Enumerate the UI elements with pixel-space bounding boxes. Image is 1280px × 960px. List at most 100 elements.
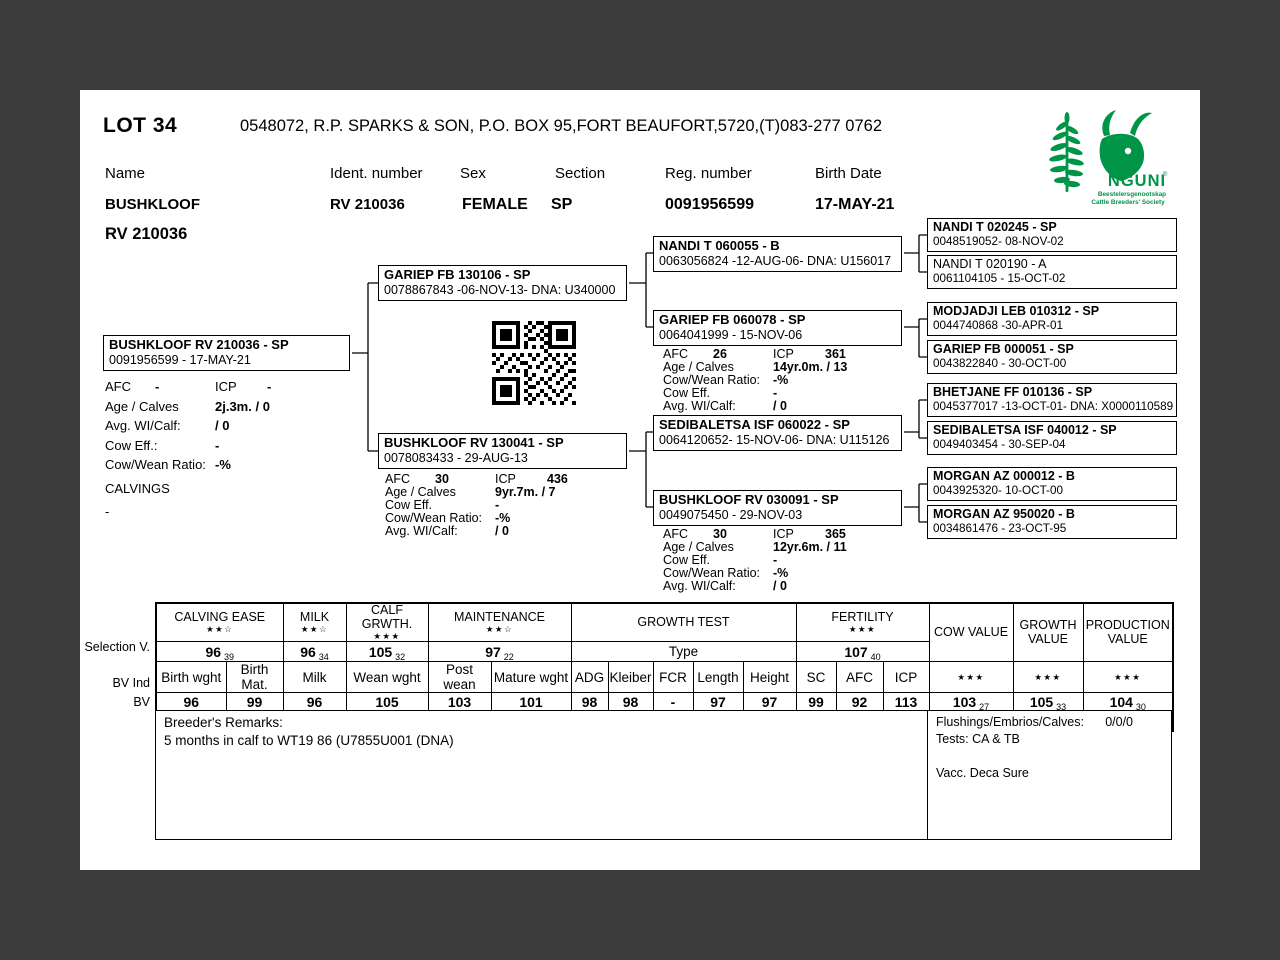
stars-calving-ease: ★★☆ [206, 624, 234, 635]
col-mature-wght: Mature wght [490, 661, 572, 693]
group-calf-growth: CALF GRWTH. ★★★ [345, 602, 429, 642]
production-value-index: 104 30 [1082, 692, 1174, 712]
stars-cow-value: ★★★ [928, 661, 1014, 693]
col-height: Height [742, 661, 797, 693]
stars-milk: ★★☆ [300, 624, 329, 635]
group-maintenance: MAINTENANCE ★★☆ [427, 602, 572, 642]
ident-number: RV 210036 [330, 196, 405, 213]
growth-value-index: 105 33 [1012, 692, 1084, 712]
section-value: SP [551, 196, 573, 213]
ggp-box-4: GARIEP FB 000051 - SP 0043822840 - 30-OC… [927, 340, 1177, 374]
col-afc: AFC [835, 661, 884, 693]
sire-title: GARIEP FB 130106 - SP [384, 267, 531, 282]
selection-milk: 96 34 [282, 641, 347, 662]
nguni-society-logo: NGUNI ® Beestelersgenootskap Cattle Bree… [1049, 110, 1168, 206]
col-adg: ADG [570, 661, 609, 693]
selection-value-row: 96 39 96 34 105 32 97 22 Type 107 40 [155, 641, 1173, 662]
vaccination-line: Vacc. Deca Sure [936, 766, 1029, 780]
stars-growth-value: ★★★ [1012, 661, 1084, 693]
birth-date: 17-MAY-21 [815, 196, 895, 213]
cow-horn-left [1102, 110, 1116, 136]
dam-box: BUSHKLOOF RV 130041 - SP 0078083433 - 29… [378, 433, 627, 469]
logo-name: NGUNI [1108, 172, 1166, 190]
group-header-row: CALVING EASE ★★☆ MILK ★★☆ CALF GRWTH. ★★★ M… [155, 602, 1174, 662]
pedigree-connectors [352, 234, 927, 523]
flushings-row: Flushings/Embrios/Calves: 0/0/0 [936, 714, 1163, 731]
breeders-remarks-box: Breeder's Remarks: 5 months in calf to W… [155, 710, 928, 840]
granddam-paternal-stats: AFC 26 ICP 361 Age / Calves 14yr.0m. / 13 Co… [663, 347, 848, 413]
col-sc: SC [795, 661, 837, 693]
ggp-box-2: NANDI T 020190 - A 0061104105 - 15-OCT-0… [927, 255, 1177, 289]
animal-name-line2: RV 210036 [105, 225, 188, 243]
logo-artwork: NGUNI ® Beestelersgenootskap Cattle Bree… [1049, 110, 1168, 206]
animal-box-sub: 0091956599 - 17-MAY-21 [109, 353, 251, 367]
selection-fertility: 107 40 [795, 641, 930, 662]
ggp-box-1: NANDI T 020245 - SP 0048519052- 08-NOV-0… [927, 218, 1177, 252]
selection-type: Type [570, 641, 797, 662]
ggp-box-6: SEDIBALETSA ISF 040012 - SP 0049403454 -… [927, 421, 1177, 455]
ggp-box-8: MORGAN AZ 950020 - B 0034861476 - 23-OCT… [927, 505, 1177, 539]
label-birth: Birth Date [815, 165, 882, 182]
label-name: Name [105, 165, 146, 182]
animal-box: BUSHKLOOF RV 210036 - SP 0091956599 - 17… [103, 335, 350, 371]
sire-sub: 0078867843 -06-NOV-13- DNA: U340000 [384, 283, 616, 297]
col-birth-mat: Birth Mat. [225, 661, 284, 693]
stars-calf-growth: ★★★ [373, 631, 401, 641]
dam-sub: 0078083433 - 29-AUG-13 [384, 451, 528, 465]
col-birth-wght: Birth wght [155, 661, 227, 693]
label-sex: Sex [460, 165, 486, 182]
flushings-label: Flushings/Embrios/Calves: [936, 715, 1084, 729]
col-fcr: FCR [652, 661, 694, 693]
animal-name: BUSHKLOOF [105, 196, 200, 213]
breeder-info-line: 0548072, R.P. SPARKS & SON, P.O. BOX 95,… [240, 117, 882, 135]
selection-calf-growth: 105 32 [345, 641, 429, 662]
info-box: Flushings/Embrios/Calves: 0/0/0 Tests: C… [927, 710, 1172, 840]
grandsire-paternal-box: NANDI T 060055 - B 0063056824 -12-AUG-06… [653, 236, 902, 272]
selection-calving-ease: 96 39 [155, 641, 284, 662]
cow-horn-right [1130, 112, 1152, 136]
qr-code [492, 321, 576, 405]
group-milk: MILK ★★☆ [282, 602, 347, 642]
flushings-value: 0/0/0 [1105, 715, 1133, 729]
label-ident: Ident. number [330, 165, 423, 182]
grandsire-maternal-box: SEDIBALETSA ISF 060022 - SP 0064120652- … [653, 415, 902, 451]
ggp-box-3: MODJADJI LEB 010312 - SP 0044740868 -30-… [927, 302, 1177, 336]
label-reg: Reg. number [665, 165, 752, 182]
granddam-paternal-box: GARIEP FB 060078 - SP 0064041999 - 15-NO… [653, 310, 902, 346]
cow-value-index: 103 27 [928, 692, 1014, 712]
group-calving-ease: CALVING EASE ★★☆ [155, 602, 284, 642]
column-header-row: Birth wght Birth Mat. Milk Wean wght Pos… [155, 661, 1174, 693]
selection-maintenance: 97 22 [427, 641, 572, 662]
col-post-wean: Post wean [427, 661, 492, 693]
label-section: Section [555, 165, 606, 182]
ggp-box-5: BHETJANE FF 010136 - SP 0045377017 -13-O… [927, 383, 1177, 417]
logo-subtitle-1: Beestelersgenootskap [1098, 191, 1166, 198]
group-production-value: PRODUCTION VALUE [1082, 602, 1174, 662]
col-wean-wght: Wean wght [345, 661, 429, 693]
row-label-bvind: BV Ind [112, 676, 150, 690]
sex-value: FEMALE [462, 196, 528, 213]
bv-index-row: 96 99 96 105 103 101 98 98 - 97 97 99 92… [155, 692, 1174, 712]
granddam-maternal-box: BUSHKLOOF RV 030091 - SP 0049075450 - 29… [653, 490, 902, 526]
tests-line: Tests: CA & TB [936, 732, 1020, 746]
group-fertility: FERTILITY ★★★ [795, 602, 930, 642]
remarks-body: 5 months in calf to WT19 86 (U7855U001 (… [164, 733, 454, 748]
group-growth-value: GROWTH VALUE [1012, 602, 1084, 662]
stars-production-value: ★★★ [1082, 661, 1174, 693]
lot-number: LOT 34 [103, 114, 178, 137]
logo-registered-mark: ® [1163, 171, 1168, 178]
cow-head [1099, 133, 1145, 181]
granddam-maternal-stats: AFC 30 ICP 365 Age / Calves 12yr.6m. / 11 Co… [663, 527, 847, 593]
row-label-selection: Selection V. [84, 640, 150, 654]
remarks-title: Breeder's Remarks: [164, 715, 283, 730]
stars-maintenance: ★★☆ [485, 624, 514, 635]
dam-stats: AFC 30 ICP 436 Age / Calves 9yr.7m. / 7 Cow … [385, 472, 568, 538]
group-growth-test: GROWTH TEST [570, 602, 797, 642]
ggp-box-7: MORGAN AZ 000012 - B 0043925320- 10-OCT-… [927, 467, 1177, 501]
sire-box: GARIEP FB 130106 - SP 0078867843 -06-NOV… [378, 265, 627, 301]
dam-title: BUSHKLOOF RV 130041 - SP [384, 435, 564, 450]
col-icp: ICP [882, 661, 930, 693]
stars-fertility: ★★★ [848, 624, 877, 635]
catalog-page: LOT 34 0548072, R.P. SPARKS & SON, P.O. … [80, 90, 1200, 870]
